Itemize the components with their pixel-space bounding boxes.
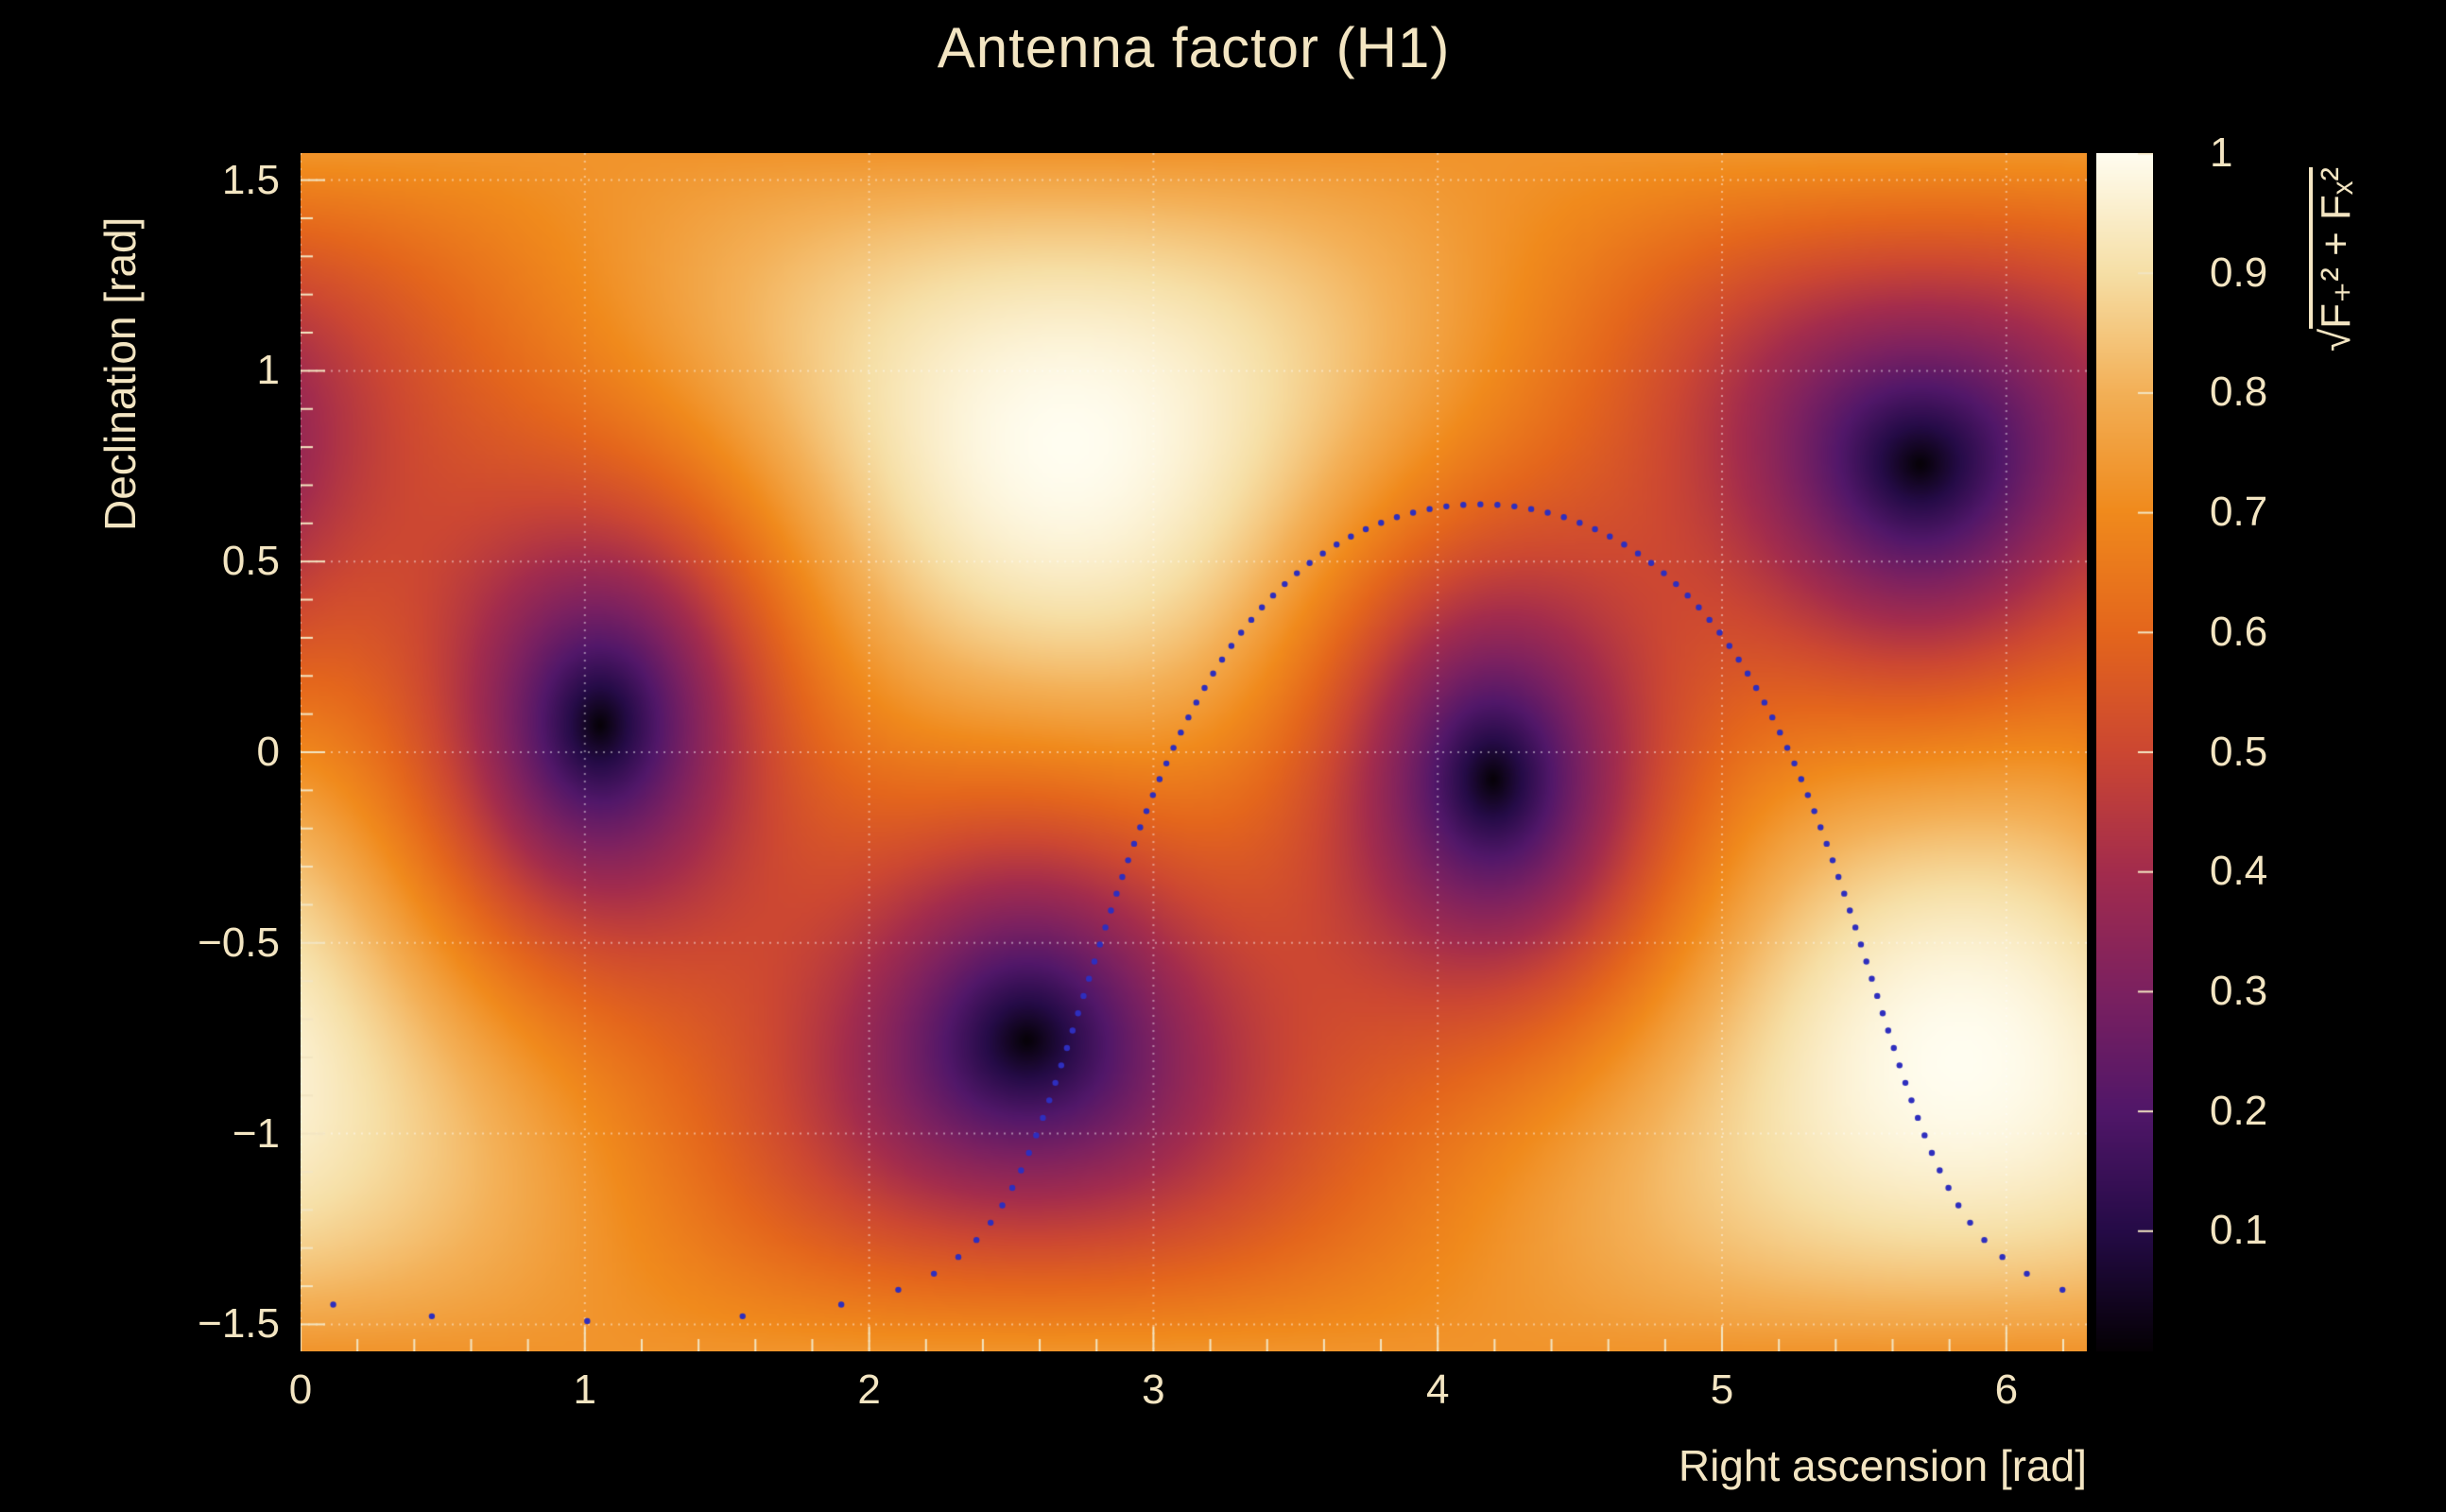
- x-tick-label: 3: [1142, 1366, 1165, 1413]
- y-tick-label: 1.5: [221, 156, 280, 203]
- z-tick-label: 0.3: [2210, 967, 2268, 1014]
- z-tick-label: 1: [2210, 129, 2233, 176]
- z-tick-label: 0.4: [2210, 848, 2268, 895]
- x-tick-label: 5: [1710, 1366, 1734, 1413]
- y-tick-label: 0: [256, 729, 280, 775]
- x-tick-label: 4: [1425, 1366, 1450, 1413]
- z-tick-label: 0.5: [2210, 728, 2268, 775]
- heatmap-canvas: [301, 153, 2087, 1351]
- x-axis-title: Right ascension [rad]: [1678, 1441, 2087, 1490]
- y-tick-label: 1: [256, 347, 280, 394]
- x-tick-label: 0: [288, 1366, 313, 1413]
- y-tick-label: 0.5: [221, 538, 280, 585]
- colorbar-canvas: [2096, 153, 2153, 1351]
- z-tick-label: 0.9: [2210, 249, 2268, 296]
- z-tick-label: 0.1: [2210, 1207, 2268, 1254]
- y-tick-label: −1.5: [198, 1300, 280, 1348]
- y-tick-label: −0.5: [198, 919, 280, 966]
- y-axis-title: Declination [rad]: [95, 216, 145, 531]
- x-tick-label: 1: [573, 1366, 597, 1413]
- colorbar-title-radicand: F₊² + Fₓ²: [2313, 166, 2359, 329]
- z-tick-label: 0.2: [2210, 1087, 2268, 1134]
- z-tick-label: 0.6: [2210, 608, 2268, 655]
- x-tick-label: 6: [1994, 1366, 2019, 1413]
- radical-sign-icon: √: [2313, 328, 2359, 352]
- z-tick-label: 0.7: [2210, 489, 2268, 536]
- colorbar-title: √F₊² + Fₓ²: [2312, 167, 2360, 352]
- chart-title: Antenna factor (H1): [937, 16, 1451, 79]
- y-tick-label: −1: [232, 1109, 280, 1157]
- x-tick-label: 2: [857, 1366, 881, 1413]
- z-tick-label: 0.8: [2210, 369, 2268, 416]
